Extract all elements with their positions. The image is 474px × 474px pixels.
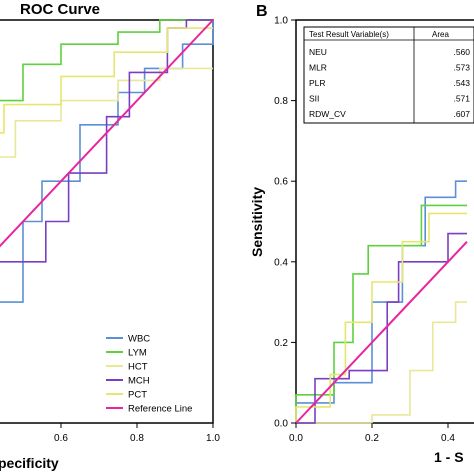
y-tick-label-right: 0.4 [274, 257, 288, 268]
y-tick-label-right: 0.0 [274, 419, 288, 430]
x-tick-label-right: 0.0 [289, 433, 303, 444]
area-table-variable-sii: SII [309, 94, 319, 104]
area-table-frame [303, 26, 474, 124]
x-ticks-right: 0.0 0.2 0.4 [289, 423, 455, 444]
x-axis-label-right: 1 - S [434, 449, 464, 465]
series-group-left [0, 19, 214, 303]
x-tick-label-right: 0.2 [365, 433, 379, 444]
area-table-variable-mlr: MLR [309, 63, 327, 73]
legend-left: WBC LYM HCT MCH PCT Reference Line [106, 334, 192, 415]
area-table-header-area: Area [432, 30, 449, 39]
x-tick-label-right: 0.4 [441, 433, 455, 444]
x-ticks-left: 0.6 0.8 1.0 [54, 423, 220, 444]
chart-title-left: ROC Curve [20, 1, 100, 18]
area-table-variable-plr: PLR [309, 78, 326, 88]
roc-chart-right: B 0.0 0.2 0.4 0.6 0.8 1.0 0.0 0.2 0.4 Sensitivi… [249, 3, 474, 465]
x-tick-label-left: 0.6 [54, 433, 68, 444]
series-line-rdw-cv-right [295, 212, 467, 423]
area-table-variable-neu: NEU [309, 47, 327, 57]
series-line-wbc-left [0, 20, 214, 303]
area-table-value-neu: .560 [453, 47, 470, 57]
series-line-reference-line-left [0, 19, 214, 248]
series-line-pct-left [0, 27, 213, 134]
area-table-variable-rdw-cv: RDW_CV [309, 109, 346, 119]
plot-area-left [0, 19, 214, 424]
legend-label-wbc: WBC [128, 334, 150, 345]
series-line-hct-left [0, 67, 213, 158]
y-tick-label-right: 1.0 [274, 16, 288, 27]
x-tick-label-left: 0.8 [130, 433, 144, 444]
x-tick-label-left: 1.0 [206, 433, 220, 444]
y-axis-label-right: Sensitivity [249, 187, 265, 257]
legend-label-pct: PCT [128, 390, 147, 401]
plot-frame-right [295, 19, 474, 424]
series-line-mch-left [0, 19, 213, 263]
y-tick-label-right: 0.8 [274, 96, 288, 107]
area-table-header-variable: Test Result Variable(s) [309, 30, 389, 39]
x-axis-label-left: pecificity [0, 455, 59, 471]
legend-label-reference-line: Reference Line [128, 404, 192, 415]
legend-label-hct: HCT [128, 362, 148, 373]
series-group-right [295, 180, 468, 424]
plot-frame-left [0, 19, 214, 424]
y-tick-label-right: 0.6 [274, 177, 288, 188]
series-line-lym-left [0, 19, 213, 102]
area-table-value-plr: .543 [453, 78, 470, 88]
area-table-value-rdw-cv: .607 [453, 109, 470, 119]
area-table-value-mlr: .573 [453, 63, 470, 73]
panel-label-b: B [256, 3, 268, 20]
legend-label-mch: MCH [128, 376, 150, 387]
y-ticks-right: 0.0 0.2 0.4 0.6 0.8 1.0 [274, 16, 296, 430]
series-line-sii-right [296, 232, 467, 424]
series-line-mlr-right [295, 204, 467, 423]
area-table-rows: NEU .560 MLR .573 PLR .543 SII .571 RDW_CV .607 [309, 47, 470, 119]
series-line-reference-line-right [295, 241, 468, 424]
series-line-neu-right [295, 180, 467, 423]
series-line-plr-right [296, 301, 467, 424]
area-table-value-sii: .571 [453, 94, 470, 104]
legend-label-lym: LYM [128, 348, 147, 359]
roc-chart-left: ROC Curve 0.6 0.8 1.0 pecificity WBC LYM HCT… [0, 1, 220, 471]
area-table: Test Result Variable(s) Area NEU .560 MLR.… [303, 26, 474, 124]
y-tick-label-right: 0.2 [274, 338, 288, 349]
